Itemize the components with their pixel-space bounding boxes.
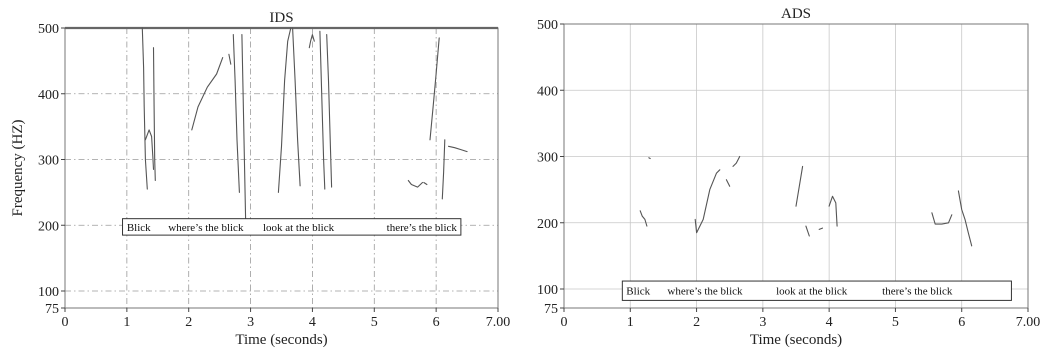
x-tick-label: 7.00: [486, 315, 511, 330]
y-tick-label: 500: [537, 18, 558, 33]
x-tick-label: 5: [892, 315, 899, 330]
pitch-contour-line: [277, 27, 292, 193]
pitch-contour-line: [429, 37, 440, 141]
pitch-contour-line: [423, 181, 428, 186]
y-axis-label: Frequency (HZ): [10, 119, 26, 216]
pitch-contour-line: [447, 145, 468, 153]
x-tick-label: 3: [759, 315, 766, 330]
pitch-contour-line: [639, 210, 648, 227]
pitch-contour-line: [931, 212, 953, 225]
utterance-label: Blick: [127, 222, 151, 234]
y-tick-label: 200: [537, 217, 558, 232]
x-tick-label: 4: [309, 315, 316, 330]
x-tick-label: 2: [693, 315, 700, 330]
pitch-contour-line: [441, 139, 446, 200]
pitch-contour-line: [648, 157, 651, 160]
pitch-contour-line: [732, 155, 741, 167]
plot-frame: [563, 23, 1029, 309]
y-tick-label: 100: [537, 283, 558, 298]
ids-chart-panel: 0 1 2 3 4 5 6 7.00 75 100 200 300 400 500 IDS Time (sec…: [10, 10, 510, 348]
pitch-contour-line: [694, 169, 721, 234]
pitch-contour-line: [292, 27, 301, 187]
x-tick-label: 0: [561, 315, 568, 330]
chart-title: IDS: [269, 10, 293, 26]
utterance-label-box: [621, 280, 1012, 301]
utterance-label: Blick: [626, 286, 650, 298]
pitch-contour-line: [228, 53, 232, 65]
pitch-contour-line: [407, 179, 424, 188]
y-tick-label: 200: [38, 219, 59, 234]
y-tick-label: 400: [38, 88, 59, 103]
x-tick-label: 1: [627, 315, 634, 330]
pitch-contour-line: [308, 34, 315, 49]
y-tick-label: 300: [38, 154, 59, 169]
utterance-label: where’s the blick: [667, 286, 743, 298]
y-tick-label: 500: [38, 22, 59, 37]
pitch-contour-line: [957, 190, 973, 247]
pitch-contour-line: [326, 34, 333, 188]
x-tick-label: 0: [62, 315, 69, 330]
y-tick-label: 75: [544, 302, 558, 317]
pitch-contour-line: [828, 195, 838, 227]
pitch-contour-line: [144, 129, 155, 170]
utterance-label: look at the blick: [263, 222, 335, 234]
chart-title: ADS: [781, 6, 811, 22]
x-tick-label: 7.00: [1016, 315, 1041, 330]
y-tick-label: 100: [38, 285, 59, 300]
plot-frame: [64, 27, 499, 309]
x-tick-label: 5: [371, 315, 378, 330]
utterance-label: where’s the blick: [168, 222, 244, 234]
pitch-contour-line: [319, 30, 326, 190]
pitch-contour-line: [795, 165, 804, 207]
x-tick-label: 1: [123, 315, 130, 330]
pitch-contour-line: [191, 57, 224, 131]
utterance-label: there’s the blick: [882, 286, 953, 298]
ads-chart-panel: 0 1 2 3 4 5 6 7.00 75 100 200 300 400 500 ADS Time (sec…: [537, 6, 1040, 348]
x-axis-label: Time (seconds): [235, 332, 327, 348]
x-tick-label: 2: [185, 315, 192, 330]
pitch-contour-line: [141, 27, 148, 190]
utterance-label: look at the blick: [776, 286, 848, 298]
x-tick-label: 3: [247, 315, 254, 330]
pitch-contour-line: [725, 179, 731, 187]
pitch-contour-line: [818, 227, 824, 230]
y-tick-label: 400: [537, 84, 558, 99]
x-tick-label: 6: [433, 315, 440, 330]
utterance-label: there’s the blick: [387, 222, 458, 234]
pitch-contour-line: [805, 225, 810, 237]
y-tick-label: 300: [537, 151, 558, 166]
x-tick-label: 4: [826, 315, 833, 330]
pitch-contour-line: [152, 47, 156, 182]
y-tick-label: 75: [45, 302, 59, 317]
pitch-contour-line: [232, 34, 240, 193]
x-axis-label: Time (seconds): [750, 332, 842, 348]
utterance-label-box: [122, 218, 462, 236]
x-tick-label: 6: [958, 315, 965, 330]
pitch-contour-line: [241, 34, 247, 220]
